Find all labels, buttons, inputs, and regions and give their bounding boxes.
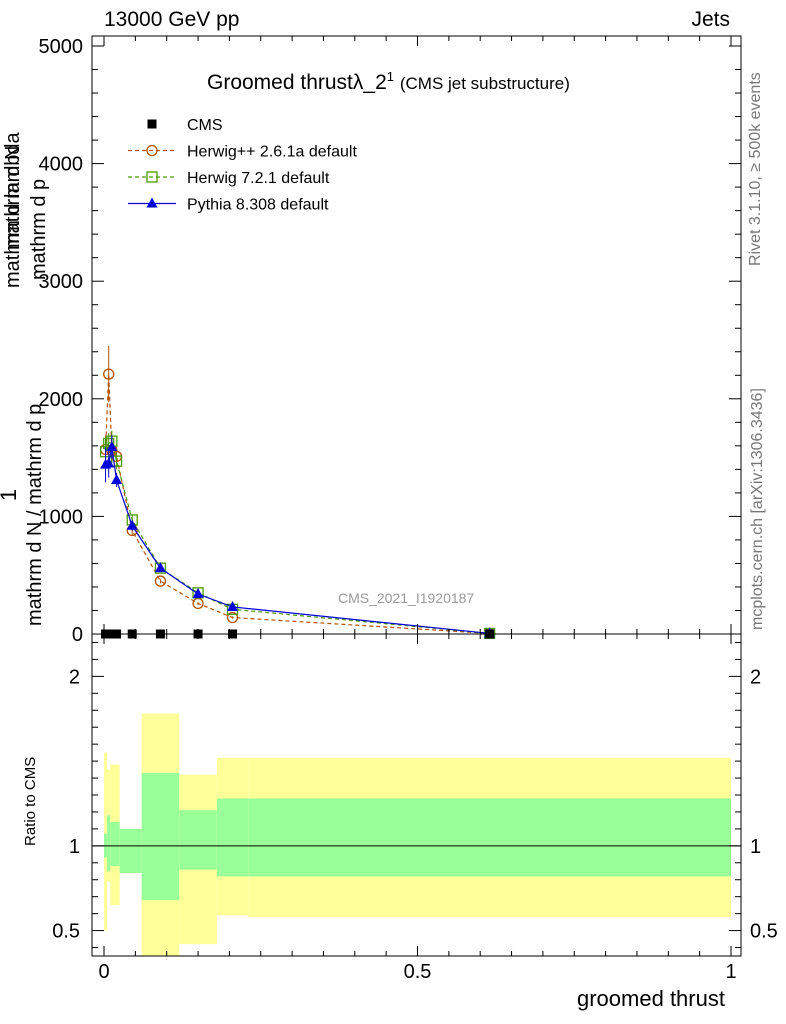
legend-marker	[146, 144, 158, 157]
analysis-category-label: Jets	[691, 8, 730, 31]
x-tick-label: 0	[98, 961, 109, 983]
legend-marker	[147, 119, 157, 129]
ratio-band-inner-1	[107, 815, 111, 872]
y-tick-label: 3000	[39, 271, 84, 293]
pythia-point	[192, 588, 204, 599]
herwigpp-line	[104, 374, 490, 635]
ratio-band-inner-2	[110, 822, 120, 867]
y-tick-label: 1000	[39, 506, 84, 528]
ratio-band-inner-3	[119, 828, 142, 873]
y-tick-label: 4000	[39, 154, 84, 176]
ratio-band-inner-5	[179, 810, 217, 870]
herwigpp-point	[103, 368, 115, 380]
ratio-tick-label-left: 2	[69, 666, 80, 688]
ratio-band-inner-7	[248, 798, 731, 877]
legend-entry-label: CMS	[187, 117, 223, 134]
ratio-band-inner-6	[216, 798, 249, 877]
herwigpp-point	[226, 611, 239, 624]
ratio-tick-label-left: 0.5	[52, 921, 80, 943]
legend: CMS Herwig++ 2.6.1a default Herwig 7.2.1 d…	[128, 117, 357, 214]
analysis-watermark: CMS_2021_I1920187	[338, 590, 475, 606]
axes-frames	[91, 35, 742, 957]
process-label: 13000 GeV pp	[104, 8, 240, 31]
ratio-tick-label-right: 2	[750, 666, 761, 688]
pythia-point	[103, 457, 115, 468]
y-tick-label: 0	[72, 624, 83, 646]
pythia-point	[227, 600, 239, 611]
ratio-uncertainty-bands	[92, 713, 741, 956]
ratio-tick-label-right: 0.5	[750, 921, 778, 943]
pythia-point	[106, 441, 118, 452]
ratio-tick-label-right: 1	[750, 836, 761, 858]
herwigpp-point	[154, 575, 167, 587]
ratio-band-inner-4	[141, 772, 180, 901]
legend-marker	[146, 197, 158, 208]
axis-labels: 0 0.5 1 0 1000 2000 3000 4000 5000 0.5 0.5 1 1 2 2	[39, 36, 778, 983]
x-axis-label: groomed thrust	[577, 986, 725, 1011]
pythia-point	[111, 473, 123, 484]
pythia-point	[126, 519, 138, 530]
legend-entry-label: Herwig++ 2.6.1a default	[187, 144, 357, 161]
chart-title: Groomed thrustλ_21 (CMS jet substructure…	[207, 69, 570, 94]
pythia-point	[154, 562, 166, 573]
x-tick-label: 1	[725, 961, 736, 983]
y-tick-label: 2000	[39, 389, 84, 411]
herwig7-point	[110, 455, 123, 467]
ratio-tick-label-left: 1	[69, 836, 80, 858]
x-tick-label: 0.5	[404, 961, 432, 983]
legend-entry-label: Pythia 8.308 default	[187, 197, 329, 214]
legend-entry-label: Herwig 7.2.1 default	[187, 170, 330, 187]
legend-marker	[146, 171, 158, 183]
y-tick-label: 5000	[39, 36, 84, 58]
